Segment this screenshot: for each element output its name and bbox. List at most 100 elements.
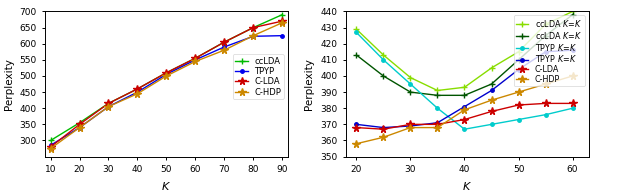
C-LDA [406, 123, 414, 125]
C-HDP [163, 75, 170, 77]
C-HDP [461, 109, 468, 111]
C-HDP [134, 93, 141, 95]
ccLDA $K\!=\!K$ [488, 67, 495, 69]
TPYP $K\!=\!K$ [434, 122, 442, 124]
X-axis label: $\mathit{K}$: $\mathit{K}$ [161, 180, 172, 191]
C-HDP [380, 136, 387, 138]
ccLDA [76, 122, 83, 124]
Line: ccLDA: ccLDA [47, 11, 285, 144]
TPYP $K\!=\!K$ [380, 126, 387, 129]
Line: ccLDA $K\!=\!K$: ccLDA $K\!=\!K$ [353, 11, 576, 99]
ccLDA $K\!=\!K$ [569, 10, 577, 13]
ccLDA [220, 41, 228, 43]
TPYP $K\!=\!K$ [380, 59, 387, 61]
Line: TPYP $K\!=\!K$: TPYP $K\!=\!K$ [355, 49, 574, 129]
TPYP [76, 126, 83, 129]
TPYP [134, 91, 141, 93]
TPYP $K\!=\!K$ [406, 83, 414, 85]
TPYP [278, 35, 286, 37]
C-LDA [541, 102, 549, 104]
ccLDA [163, 72, 170, 74]
TPYP $K\!=\!K$ [461, 105, 468, 108]
ccLDA $K\!=\!K$ [406, 91, 414, 93]
ccLDA $K\!=\!K$ [541, 23, 549, 26]
C-HDP [105, 105, 113, 108]
C-LDA [515, 104, 522, 106]
ccLDA [134, 88, 141, 90]
TPYP $K\!=\!K$ [461, 128, 468, 130]
ccLDA $K\!=\!K$ [541, 35, 549, 37]
C-LDA [47, 146, 54, 148]
Y-axis label: Perplexity: Perplexity [4, 58, 13, 110]
ccLDA $K\!=\!K$ [515, 51, 522, 53]
ccLDA $K\!=\!K$ [434, 89, 442, 92]
C-LDA [278, 20, 286, 22]
TPYP [47, 144, 54, 146]
X-axis label: $\mathit{K}$: $\mathit{K}$ [462, 180, 472, 191]
C-LDA [105, 102, 113, 104]
C-LDA [76, 123, 83, 125]
C-HDP [278, 22, 286, 24]
ccLDA [191, 57, 199, 59]
C-LDA [569, 102, 577, 104]
C-LDA [191, 57, 199, 59]
Line: C-LDA: C-LDA [47, 17, 286, 151]
Legend: ccLDA, TPYP, C-LDA, C-HDP: ccLDA, TPYP, C-LDA, C-HDP [233, 54, 284, 99]
TPYP $K\!=\!K$ [488, 123, 495, 125]
C-HDP [250, 35, 257, 37]
TPYP $K\!=\!K$ [569, 107, 577, 109]
C-LDA [134, 88, 141, 90]
TPYP $K\!=\!K$ [541, 113, 549, 116]
C-HDP [569, 75, 577, 77]
C-HDP [191, 60, 199, 63]
ccLDA $K\!=\!K$ [380, 75, 387, 77]
C-LDA [434, 123, 442, 125]
ccLDA [250, 26, 257, 29]
C-LDA [353, 126, 360, 129]
C-HDP [434, 126, 442, 129]
ccLDA $K\!=\!K$ [515, 59, 522, 61]
C-LDA [461, 118, 468, 121]
C-HDP [220, 49, 228, 51]
Line: C-LDA: C-LDA [353, 100, 577, 133]
TPYP $K\!=\!K$ [569, 49, 577, 51]
C-HDP [76, 126, 83, 129]
C-HDP [406, 126, 414, 129]
ccLDA $K\!=\!K$ [569, 14, 577, 16]
C-HDP [353, 142, 360, 145]
ccLDA $K\!=\!K$ [406, 76, 414, 79]
Line: ccLDA $K\!=\!K$: ccLDA $K\!=\!K$ [353, 8, 576, 94]
ccLDA $K\!=\!K$ [461, 86, 468, 88]
Line: TPYP: TPYP [49, 34, 284, 147]
ccLDA $K\!=\!K$ [461, 94, 468, 96]
TPYP $K\!=\!K$ [488, 89, 495, 92]
TPYP $K\!=\!K$ [406, 125, 414, 127]
TPYP $K\!=\!K$ [515, 118, 522, 121]
C-HDP [515, 91, 522, 93]
TPYP $K\!=\!K$ [353, 123, 360, 125]
TPYP [105, 105, 113, 108]
TPYP [191, 59, 199, 61]
TPYP $K\!=\!K$ [434, 107, 442, 109]
ccLDA $K\!=\!K$ [434, 94, 442, 96]
ccLDA $K\!=\!K$ [353, 54, 360, 56]
Line: TPYP $K\!=\!K$: TPYP $K\!=\!K$ [355, 31, 574, 131]
ccLDA $K\!=\!K$ [488, 83, 495, 85]
C-HDP [488, 99, 495, 101]
ccLDA [278, 14, 286, 16]
C-LDA [250, 26, 257, 29]
C-HDP [541, 83, 549, 85]
ccLDA $K\!=\!K$ [380, 54, 387, 56]
TPYP [163, 73, 170, 75]
TPYP [220, 46, 228, 48]
Line: C-HDP: C-HDP [47, 19, 286, 152]
C-LDA [163, 72, 170, 74]
C-LDA [488, 110, 495, 113]
TPYP $K\!=\!K$ [515, 68, 522, 71]
TPYP $K\!=\!K$ [353, 31, 360, 34]
TPYP [250, 35, 257, 37]
C-HDP [47, 147, 54, 150]
ccLDA $K\!=\!K$ [353, 28, 360, 30]
C-LDA [220, 41, 228, 43]
ccLDA [47, 139, 54, 142]
